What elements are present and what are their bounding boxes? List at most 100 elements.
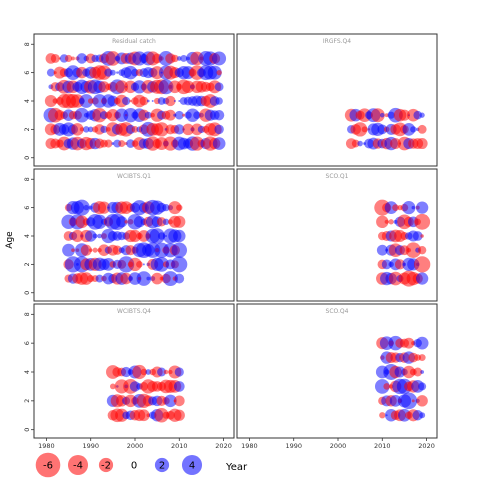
residual-bubble	[376, 215, 389, 229]
residual-bubble	[173, 409, 185, 421]
residual-bubble	[381, 259, 392, 270]
legend-label: -2	[101, 461, 111, 472]
residual-bubble	[392, 204, 399, 212]
legend-item: -2	[98, 457, 114, 473]
residual-bubble	[400, 392, 418, 410]
legend-bubble	[98, 457, 114, 473]
legend-bubble	[154, 457, 170, 473]
y-axis-title: Age	[5, 231, 15, 249]
bubbles	[43, 51, 227, 151]
residual-bubble	[376, 244, 388, 256]
y-tick-label: 2	[23, 399, 31, 403]
residual-bubble	[416, 138, 428, 150]
residual-bubble	[128, 257, 142, 272]
residual-bubble	[379, 112, 385, 118]
panel-title: WCIBTS.Q1	[117, 173, 151, 180]
residual-bubble	[132, 364, 147, 380]
residual-bubble	[115, 80, 129, 94]
residual-bubble	[128, 229, 142, 243]
y-tick-label: 6	[23, 206, 31, 210]
legend-label: -6	[43, 461, 53, 472]
residual-bubble	[74, 107, 90, 123]
residual-bubble	[144, 111, 152, 119]
panel-title: SCO.Q4	[326, 308, 349, 315]
x-tick-label: 2000	[127, 442, 144, 450]
residual-bubble	[410, 126, 417, 133]
residual-bubble	[92, 247, 98, 253]
residual-bubble	[420, 370, 425, 374]
panel-title: Residual catch	[112, 38, 156, 45]
residual-bubble	[171, 242, 188, 258]
residual-bubble	[44, 95, 57, 107]
residual-bubble	[140, 368, 148, 376]
residual-bubble	[109, 383, 116, 390]
residual-bubble	[176, 204, 183, 211]
residual-bubble	[216, 69, 222, 76]
residual-bubble	[352, 122, 368, 137]
residual-bubble	[136, 261, 143, 268]
residual-bubble	[154, 257, 169, 272]
residual-bubble	[174, 367, 184, 377]
panel-4: SCO.Q1	[236, 168, 438, 302]
residual-bubble	[120, 272, 132, 285]
residual-bubble	[413, 110, 422, 120]
legend-label: 2	[159, 461, 165, 472]
residual-bubble	[416, 201, 429, 214]
residual-bubble	[181, 80, 195, 94]
legend-label: 4	[189, 461, 195, 472]
residual-bubble	[388, 271, 403, 286]
legend-item: 2	[154, 457, 170, 473]
residual-bubble	[102, 257, 115, 271]
residual-bubble	[50, 53, 60, 63]
residual-bubble	[104, 68, 113, 77]
x-tick-label: 2010	[374, 442, 391, 450]
residual-bubble	[174, 124, 185, 135]
residual-bubble	[124, 220, 128, 224]
residual-bubble	[131, 126, 139, 133]
residual-bubble	[384, 219, 389, 224]
residual-bubble	[149, 228, 165, 244]
residual-bubble	[88, 248, 93, 253]
panel-2: IRGFS.Q4	[236, 33, 438, 167]
residual-bubble	[182, 123, 194, 136]
panel-1: Residual catch 0 2 4 6 8	[23, 33, 235, 167]
residual-bubble	[193, 111, 201, 119]
residual-bubble	[215, 97, 223, 105]
panels-layer: Residual catch 0 2 4 6 8 IRGFS.Q4 WCIBTS.Q1 0 2 4 6…	[23, 33, 438, 450]
residual-bubble	[154, 122, 169, 137]
bubbles	[106, 364, 185, 423]
legend-label: 0	[131, 461, 137, 472]
residual-bubble	[412, 410, 423, 421]
residual-bubble	[214, 124, 224, 135]
y-tick-label: 4	[23, 370, 31, 374]
legend-bubble	[67, 454, 89, 476]
residual-bubble	[97, 233, 102, 239]
residual-bubble	[136, 271, 152, 286]
residual-bubble	[97, 201, 111, 214]
y-tick-label: 8	[23, 177, 31, 181]
residual-bubble	[415, 336, 429, 350]
residual-bubble	[64, 54, 73, 63]
y-tick-label: 2	[23, 127, 31, 131]
legend-item: -6	[35, 452, 61, 478]
residual-bubble	[109, 69, 116, 76]
residual-bubble	[116, 216, 128, 228]
residual-bubble	[71, 123, 84, 136]
residual-bubble	[129, 99, 132, 103]
y-tick-label: 8	[23, 312, 31, 316]
residual-bubble	[116, 71, 119, 74]
residual-bubble	[174, 273, 185, 284]
residual-bubble	[92, 233, 98, 239]
residual-bubble	[173, 100, 176, 102]
y-tick-label: 6	[23, 341, 31, 345]
residual-bubble	[388, 219, 394, 225]
residual-bubble	[419, 412, 426, 419]
residual-bubble	[416, 272, 429, 285]
residual-bubble	[357, 140, 363, 147]
residual-bubble	[173, 229, 186, 243]
residual-bubble	[142, 263, 145, 266]
residual-bubble	[79, 94, 94, 108]
residual-bubble	[87, 126, 94, 133]
residual-bubble	[402, 201, 416, 215]
